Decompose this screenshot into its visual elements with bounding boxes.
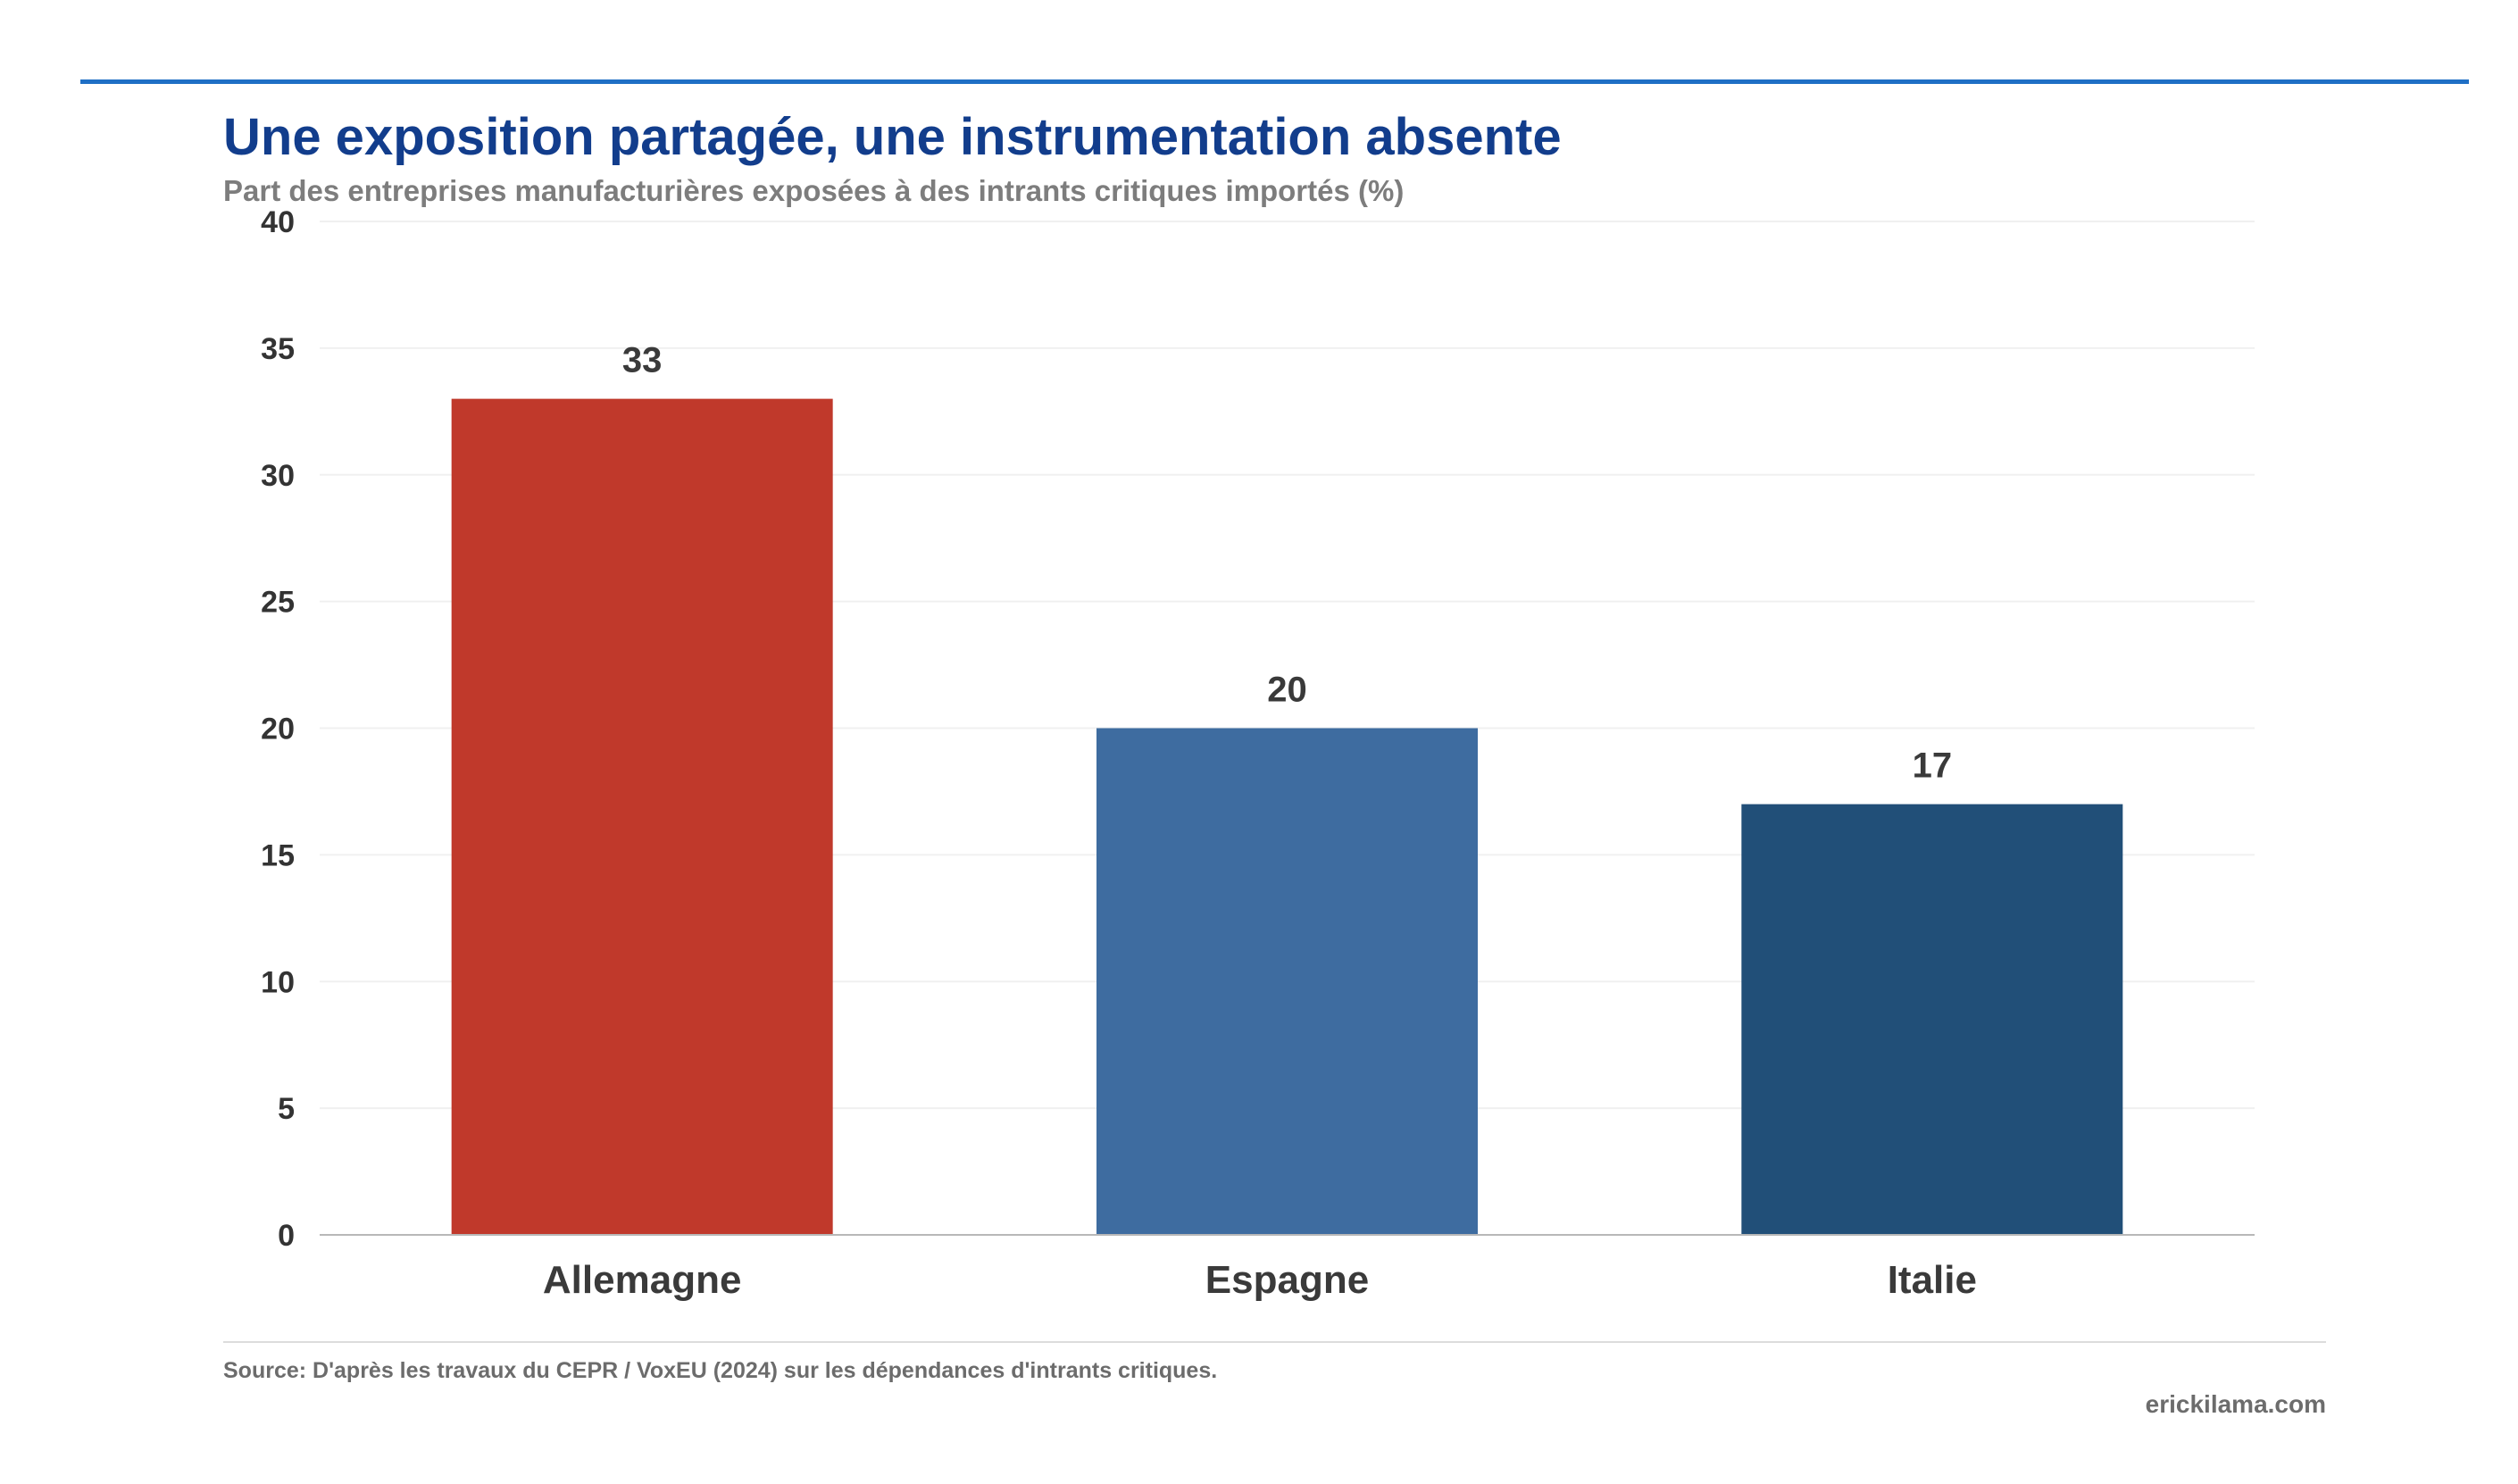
chart-title: Une exposition partagée, une instrumenta… (223, 108, 1562, 166)
labels: 0 5 10 15 20 25 30 35 40 33 Allemagne 20 Espagne 17 It… (261, 205, 1977, 1302)
footer-divider (223, 1341, 2326, 1343)
bars (451, 398, 2123, 1235)
site-credit: erickilama.com (2145, 1390, 2326, 1418)
y-tick-label: 15 (261, 838, 295, 872)
bar-allemagne (451, 398, 833, 1235)
x-tick-label: Espagne (1205, 1258, 1369, 1302)
data-label: 17 (1913, 746, 1953, 786)
y-tick-label: 0 (278, 1219, 295, 1253)
data-label: 20 (1267, 671, 1307, 710)
chart-subtitle: Part des entreprises manufacturières exp… (223, 174, 1405, 207)
y-tick-label: 10 (261, 965, 295, 999)
y-tick-label: 20 (261, 713, 295, 746)
y-tick-label: 30 (261, 459, 295, 493)
y-tick-label: 35 (261, 332, 295, 366)
x-tick-label: Italie (1888, 1258, 1977, 1302)
y-tick-label: 25 (261, 586, 295, 620)
source-note: Source: D'après les travaux du CEPR / Vo… (223, 1358, 1218, 1383)
y-tick-label: 40 (261, 205, 295, 239)
bar-espagne (1096, 728, 1478, 1235)
y-tick-label: 5 (278, 1092, 295, 1126)
data-label: 33 (622, 341, 663, 380)
bar-italie (1741, 804, 2123, 1235)
top-accent-rule (80, 79, 2469, 84)
x-tick-label: Allemagne (543, 1258, 742, 1302)
